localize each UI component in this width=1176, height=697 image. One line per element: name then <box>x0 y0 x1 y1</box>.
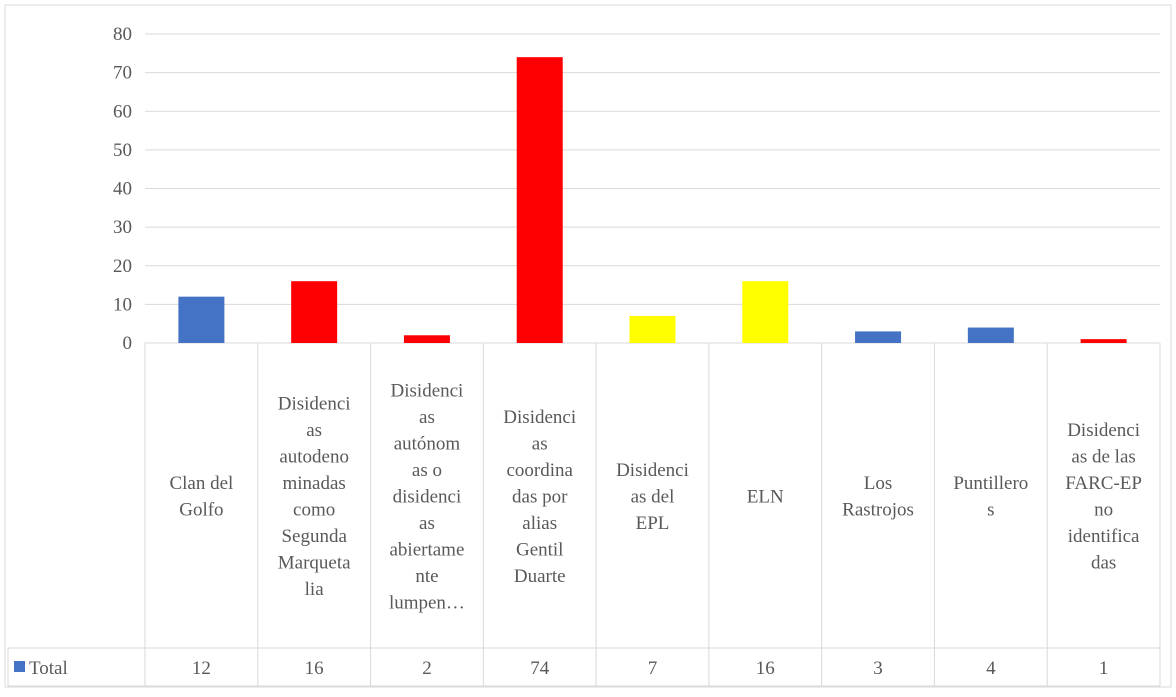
y-tick-label: 80 <box>113 24 132 45</box>
category-label-line: das <box>1091 553 1116 574</box>
category-label-line: Marqueta <box>278 553 351 574</box>
category-label-line: Los <box>864 473 893 494</box>
category-label-line: abiertame <box>389 539 464 560</box>
data-table-value: 74 <box>530 658 550 679</box>
category-label: Disidenci as autodeno minadas como Segunda Mar… <box>278 394 351 601</box>
data-table-value: 3 <box>873 658 883 679</box>
category-label-line: coordina <box>506 460 573 481</box>
category-label-line: ELN <box>747 486 784 507</box>
bar <box>403 335 450 343</box>
category-label-line: identifica <box>1068 526 1140 547</box>
category-label-line: lumpen… <box>389 592 465 613</box>
category-label-line: minadas <box>283 473 346 494</box>
data-table-value: 2 <box>422 658 432 679</box>
category-label-line: Gentil <box>516 539 564 560</box>
y-tick-label: 0 <box>123 333 133 354</box>
category-label: Los Rastrojos <box>842 473 914 521</box>
category-label-line: disidenci <box>393 486 462 507</box>
category-label-line: no <box>1094 500 1113 521</box>
category-label-line: autodeno <box>279 447 349 468</box>
category-label-line: as <box>532 433 548 454</box>
category-label-line: as o <box>412 460 442 481</box>
bar <box>1080 339 1127 343</box>
category-label-line: EPL <box>636 513 670 534</box>
bar <box>629 315 676 343</box>
category-label-line: as de las <box>1071 447 1135 468</box>
y-tick-label: 40 <box>113 179 132 200</box>
category-label: ELN <box>747 486 784 507</box>
bar <box>516 57 563 344</box>
category-label-line: autónom <box>394 433 461 454</box>
category-label-line: Segunda <box>281 526 347 547</box>
category-label-line: lia <box>305 579 325 600</box>
category-label-line: as <box>419 513 435 534</box>
category-label-line: Disidenci <box>1067 420 1140 441</box>
bar <box>967 327 1014 343</box>
legend-swatch <box>14 661 25 672</box>
chart-frame <box>4 4 1172 688</box>
data-table-value: 16 <box>305 658 324 679</box>
legend: Total <box>14 658 68 679</box>
data-table-value: 1 <box>1099 658 1109 679</box>
category-label-line: s <box>987 500 994 521</box>
category-label-line: Duarte <box>514 566 566 587</box>
y-tick-label: 60 <box>113 101 132 122</box>
category-label-line: Disidenci <box>391 380 464 401</box>
category-labels: Clan del Golfo Disidenci as autodeno minadas c… <box>169 380 1142 613</box>
data-table-value: 12 <box>192 658 211 679</box>
y-axis-tick-labels: 0 10 20 30 40 50 60 70 80 <box>113 24 132 354</box>
data-table-value: 16 <box>756 658 775 679</box>
bars <box>178 57 1127 344</box>
y-tick-label: 30 <box>113 217 132 238</box>
category-label-line: as del <box>631 486 675 507</box>
category-label-line: as <box>419 407 435 428</box>
category-label-line: Golfo <box>179 500 223 521</box>
category-label-line: FARC-EP <box>1065 473 1142 494</box>
category-label: Disidenci as de las FARC-EP no identifica das <box>1065 420 1142 574</box>
category-label-line: Disidenci <box>278 394 351 415</box>
y-tick-label: 10 <box>113 294 132 315</box>
data-table-values: 12 16 2 74 7 16 3 4 1 <box>192 658 1108 679</box>
category-label: Disidenci as autónom as o disidenci as abierta… <box>389 380 465 613</box>
data-table-value: 7 <box>648 658 658 679</box>
category-label-line: as <box>306 420 322 441</box>
category-label-line: nte <box>415 566 438 587</box>
category-label-line: das por <box>512 486 568 507</box>
bar <box>855 331 902 343</box>
bar <box>742 281 789 343</box>
y-tick-label: 70 <box>113 63 132 84</box>
category-label: Clan del Golfo <box>169 473 233 521</box>
category-label: Disidenci as del EPL <box>616 460 689 534</box>
y-tick-label: 20 <box>113 256 132 277</box>
y-tick-label: 50 <box>113 140 132 161</box>
bar <box>291 281 338 343</box>
category-label-line: como <box>293 500 335 521</box>
bar <box>178 296 225 343</box>
data-table-value: 4 <box>986 658 996 679</box>
category-label-line: Rastrojos <box>842 500 914 521</box>
category-label-line: Disidenci <box>503 407 576 428</box>
category-label-line: Disidenci <box>616 460 689 481</box>
data-table <box>7 343 1161 687</box>
legend-label: Total <box>29 658 68 679</box>
category-label-line: alias <box>522 513 557 534</box>
category-label: Disidenci as coordina das por alias Gentil Dua… <box>503 407 576 587</box>
category-label-line: Clan del <box>169 473 233 494</box>
category-label: Puntillero s <box>953 473 1028 521</box>
category-label-line: Puntillero <box>953 473 1028 494</box>
